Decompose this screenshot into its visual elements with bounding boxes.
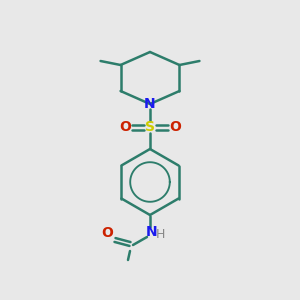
Text: N: N (146, 225, 158, 239)
Text: S: S (145, 120, 155, 134)
Text: O: O (119, 120, 131, 134)
Text: O: O (101, 226, 113, 240)
Text: H: H (155, 227, 165, 241)
Text: O: O (169, 120, 181, 134)
Text: N: N (144, 97, 156, 111)
